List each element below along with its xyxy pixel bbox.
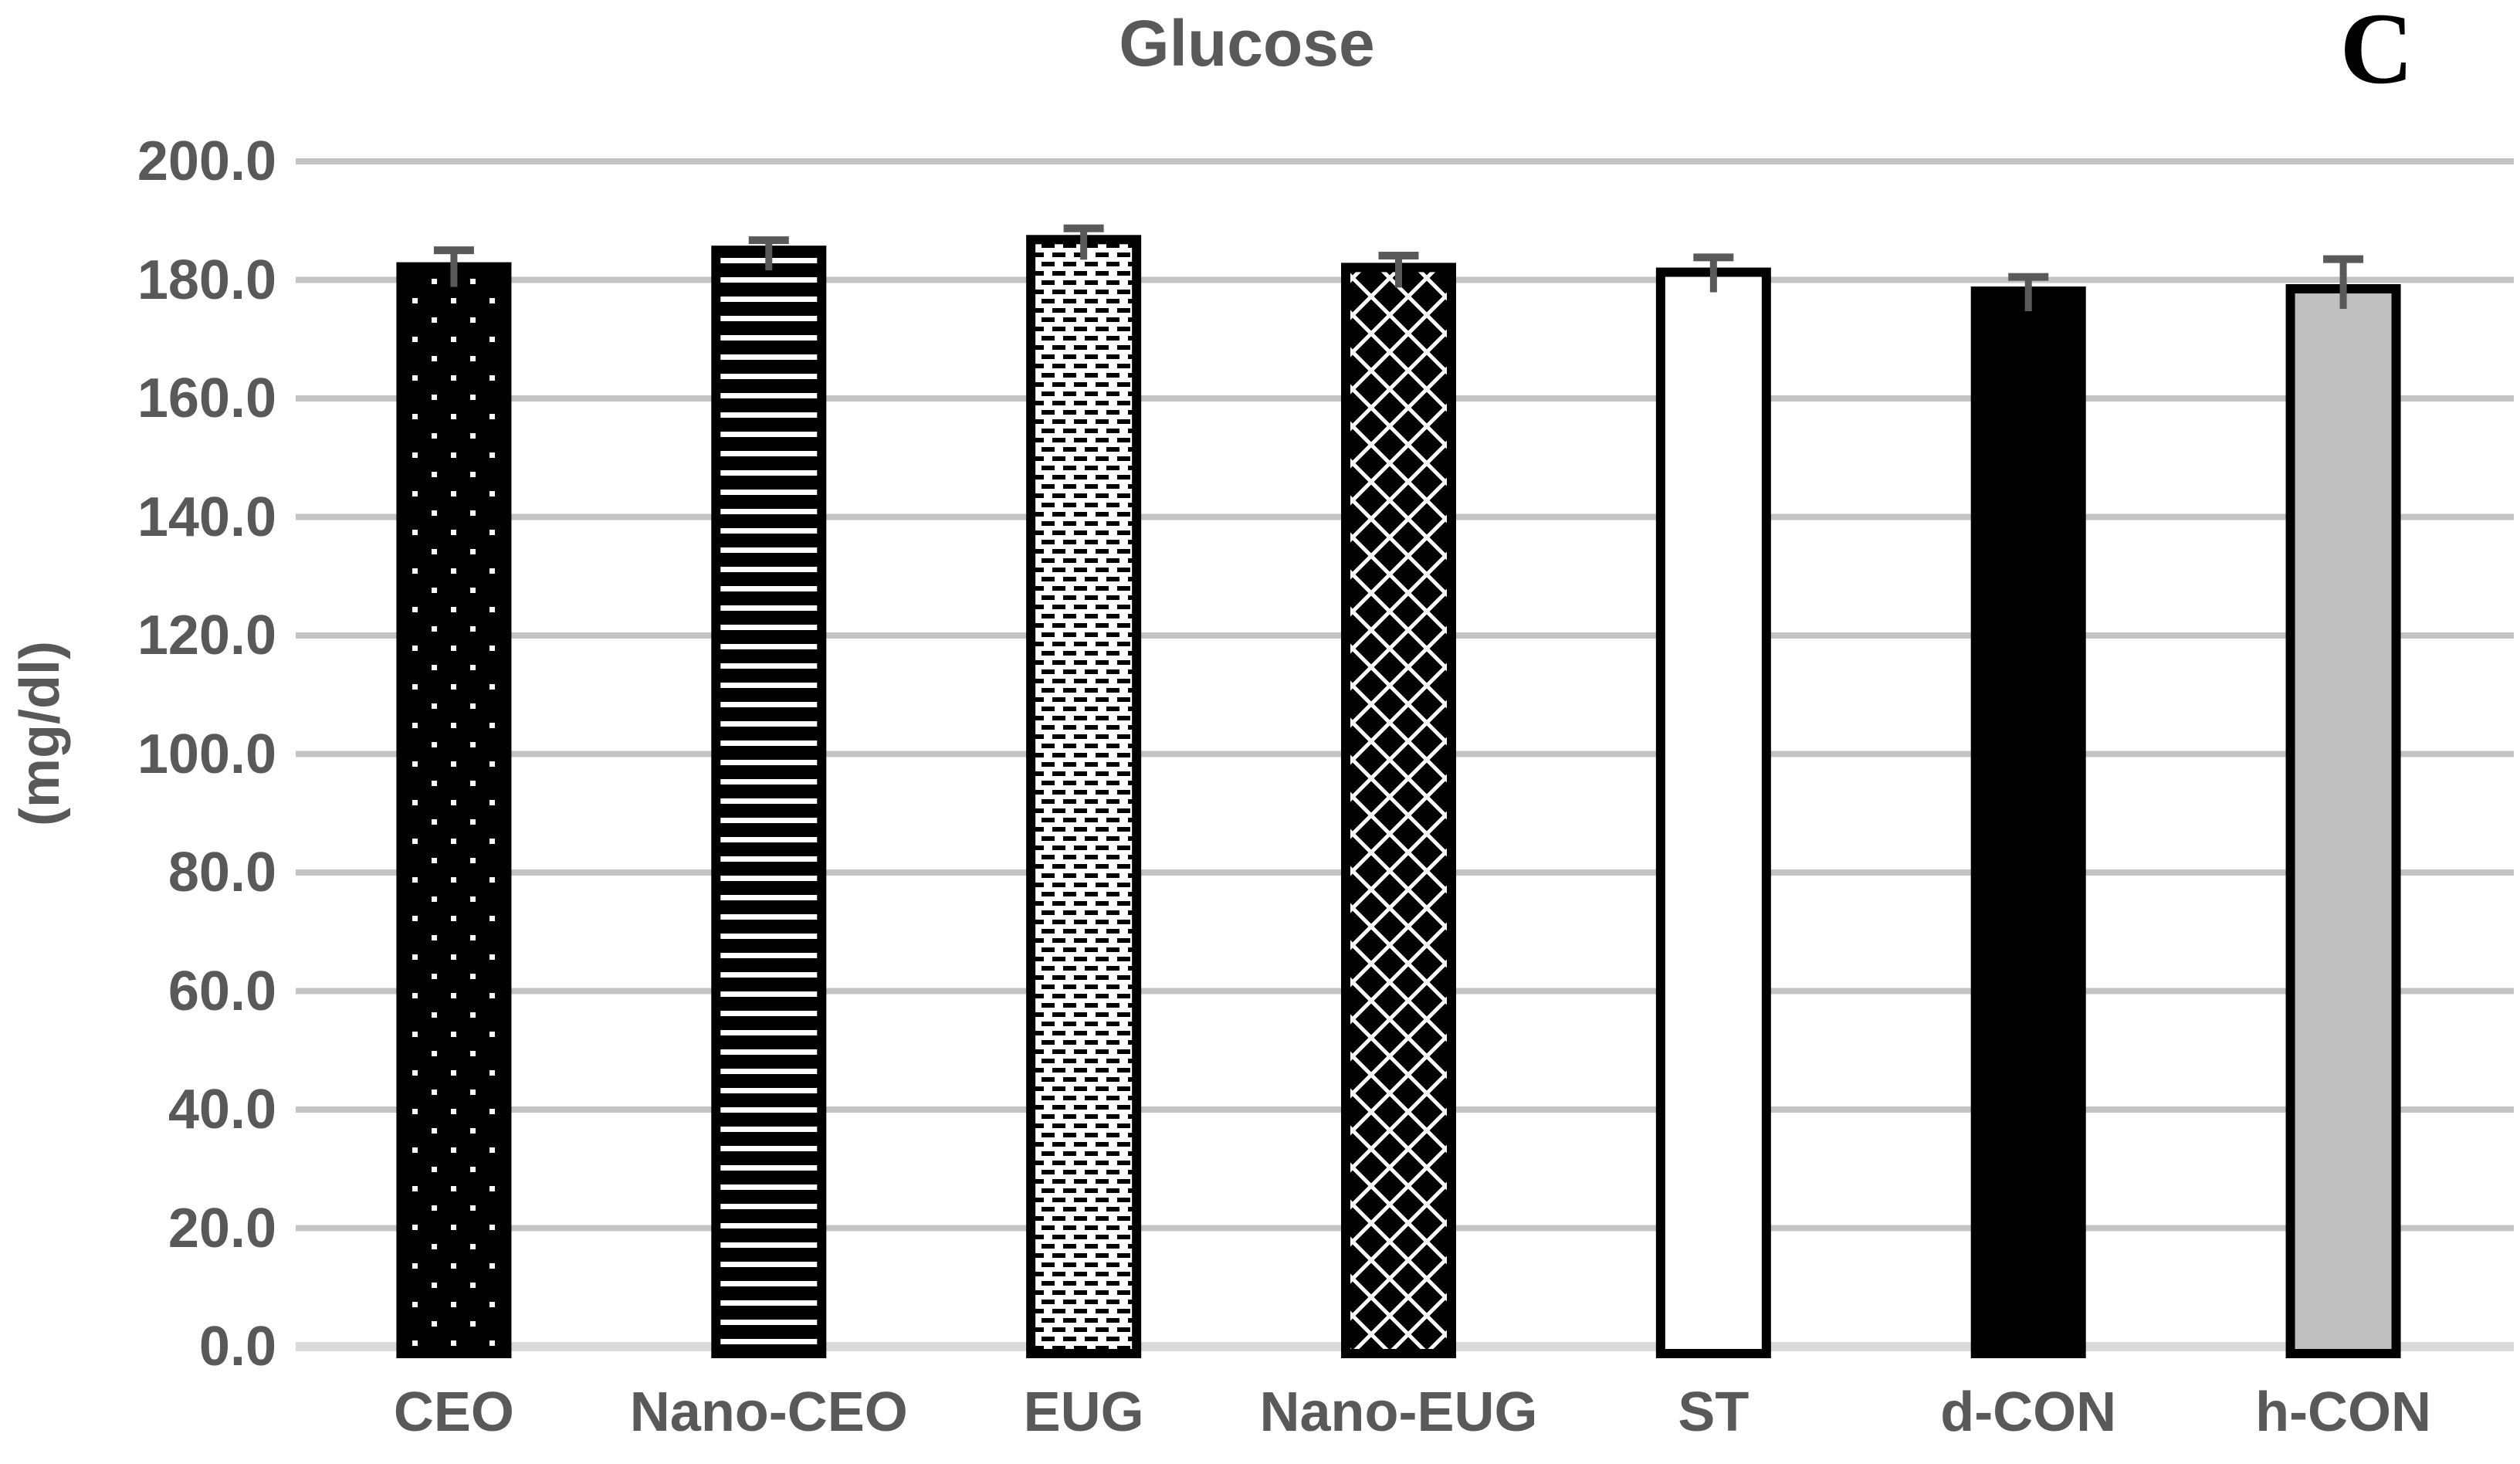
error-bar-stem-Nano-EUG [1395, 256, 1402, 288]
y-tick-label-20: 20.0 [168, 1197, 276, 1259]
error-bar-cap-ST [1693, 253, 1734, 262]
x-tick-label-h-CON: h-CON [2255, 1381, 2432, 1443]
error-bar-cap-Nano-EUG [1378, 252, 1419, 260]
x-tick-label-Nano-CEO: Nano-CEO [629, 1381, 908, 1443]
error-bar-cap-Nano-CEO [748, 236, 789, 245]
y-tick-label-100: 100.0 [137, 723, 276, 785]
bar-Nano-CEO [711, 246, 827, 1358]
x-tick-label-d-CON: d-CON [1940, 1381, 2117, 1443]
error-bar-stem-CEO [450, 250, 458, 287]
x-tick-label-EUG: EUG [1023, 1381, 1144, 1443]
error-bar-cap-d-CON [2008, 273, 2049, 281]
error-bars [433, 224, 2364, 312]
x-tick-label-ST: ST [1678, 1381, 1749, 1443]
bar-EUG [1026, 235, 1142, 1358]
bar-Nano-EUG [1341, 263, 1456, 1359]
y-tick-label-200: 200.0 [137, 130, 276, 192]
error-bar-stem-Nano-CEO [765, 240, 773, 271]
error-bar-cap-CEO [433, 246, 474, 255]
error-bar-stem-h-CON [2339, 259, 2347, 310]
y-tick-label-80: 80.0 [168, 842, 276, 903]
y-tick-label-180: 180.0 [137, 249, 276, 311]
y-tick-label-120: 120.0 [137, 605, 276, 666]
y-tick-label-0: 0.0 [198, 1316, 276, 1378]
x-tick-label-CEO: CEO [393, 1381, 514, 1443]
bar-CEO [396, 262, 512, 1358]
bar-d-CON [1970, 286, 2086, 1358]
error-bar-stem-ST [1709, 257, 1717, 293]
bar-ST [1655, 267, 1771, 1359]
error-bar-stem-d-CON [2024, 276, 2032, 312]
y-tick-label-160: 160.0 [137, 368, 276, 429]
error-bar-stem-EUG [1080, 228, 1088, 260]
y-tick-label-40: 40.0 [168, 1079, 276, 1140]
y-tick-label-60: 60.0 [168, 960, 276, 1022]
panel-label-c: C [2339, 0, 2413, 105]
bars [396, 235, 2401, 1359]
x-tick-label-Nano-EUG: Nano-EUG [1259, 1381, 1538, 1443]
y-tick-label-140: 140.0 [137, 486, 276, 548]
error-bar-cap-EUG [1063, 224, 1104, 232]
chart-title: Glucose [1119, 7, 1375, 80]
bar-h-CON [2285, 284, 2401, 1359]
error-bar-cap-h-CON [2323, 255, 2364, 263]
